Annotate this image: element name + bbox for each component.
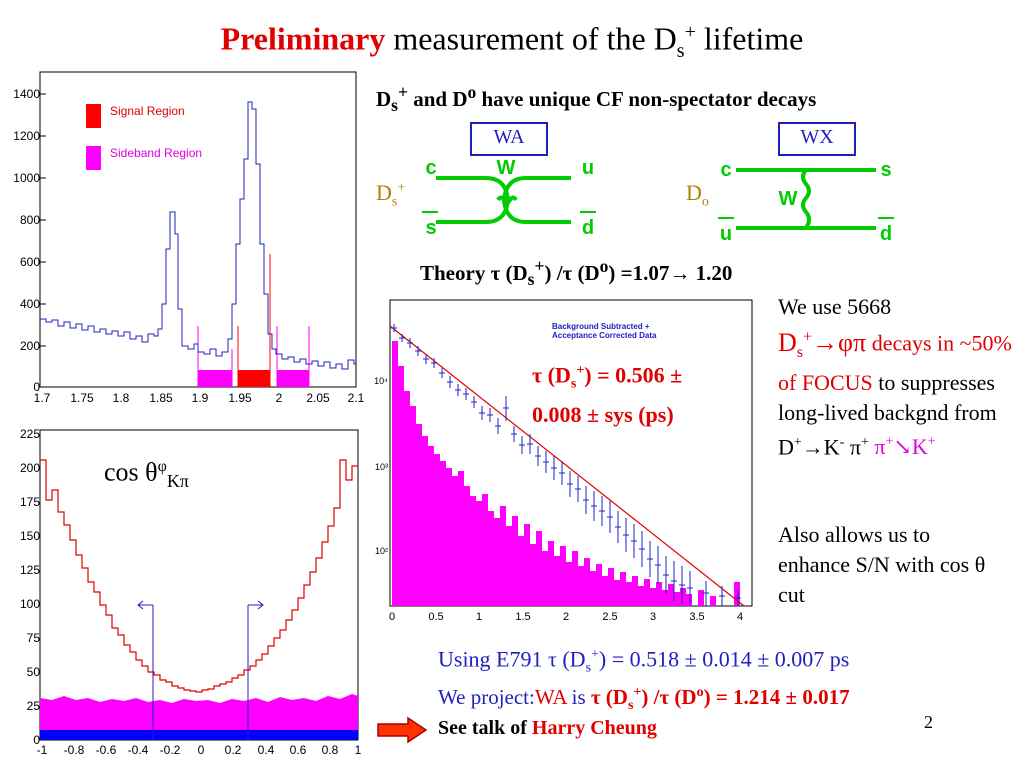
ds-meson-label: Ds+: [376, 180, 406, 210]
svg-text:10²: 10²: [375, 546, 388, 556]
svg-text:1400: 1400: [13, 87, 40, 101]
svg-text:u: u: [582, 157, 594, 179]
lifetime-histogram: 10⁴ 10³ 10² 0 0.5 1 1.5 2 2.5 3 3.5 4: [374, 299, 753, 623]
title-text: measurement of the D: [393, 20, 677, 57]
svg-text:-0.2: -0.2: [160, 743, 181, 757]
svg-text:2.05: 2.05: [306, 391, 330, 405]
speaker-name: Harry Cheung: [531, 717, 657, 739]
svg-text:3: 3: [650, 611, 656, 623]
cos-theta-curve: [40, 459, 358, 693]
svg-text:1: 1: [355, 743, 362, 757]
svg-text:0: 0: [389, 611, 395, 623]
legend-signal-label: Signal Region: [110, 104, 185, 118]
svg-text:200: 200: [20, 339, 40, 353]
svg-text:10⁴: 10⁴: [374, 376, 388, 386]
svg-text:3.5: 3.5: [689, 611, 704, 623]
signal-bar: [238, 370, 270, 387]
svg-text:800: 800: [20, 213, 40, 227]
svg-text:2.5: 2.5: [602, 611, 617, 623]
wx-label-box: WX: [778, 122, 856, 156]
svg-text:W: W: [779, 188, 798, 210]
lifetime-caption: Background Subtracted + Acceptance Corre…: [552, 322, 657, 340]
title-preliminary: Preliminary: [220, 20, 386, 57]
sideband-bar-right: [277, 370, 309, 387]
svg-text:1.7: 1.7: [34, 391, 51, 405]
svg-text:-0.4: -0.4: [128, 743, 149, 757]
svg-text:50: 50: [27, 665, 41, 679]
svg-text:1.5: 1.5: [515, 611, 530, 623]
svg-text:10³: 10³: [375, 462, 388, 472]
svg-text:0.8: 0.8: [322, 743, 339, 757]
svg-text:200: 200: [20, 461, 40, 475]
projection-line: We project:WA is τ (Ds+) /τ (Do) = 1.214…: [438, 685, 850, 714]
slide-title: Preliminary measurement of the Ds+ lifet…: [220, 20, 804, 63]
talk-reference: See talk of Harry Cheung: [438, 717, 657, 739]
svg-text:150: 150: [20, 529, 40, 543]
mass-histogram: 1400 1200 1000 800 600 400 200 0 1.7 1.75 1.8 1…: [13, 71, 365, 405]
svg-text:W: W: [497, 157, 516, 179]
svg-text:s: s: [880, 159, 891, 181]
feynman-diagrams: c s W u d c u W s d: [422, 157, 894, 245]
page-number: 2: [924, 712, 933, 732]
e791-line: Using E791 τ (Ds+) = 0.518 ± 0.014 ± 0.0…: [438, 646, 850, 676]
svg-text:0: 0: [198, 743, 205, 757]
svg-text:c: c: [720, 159, 731, 181]
notes-paragraph-2: Also allows us to enhance S/N with cos θ…: [778, 522, 986, 607]
svg-text:600: 600: [20, 255, 40, 269]
svg-text:175: 175: [20, 495, 40, 509]
svg-text:2: 2: [563, 611, 569, 623]
svg-text:1.75: 1.75: [70, 391, 94, 405]
d0-meson-label: Do: [686, 180, 709, 210]
svg-text:-0.8: -0.8: [64, 743, 85, 757]
svg-text:1200: 1200: [13, 129, 40, 143]
svg-text:1.85: 1.85: [149, 391, 173, 405]
lifetime-result: τ (Ds+) = 0.506 ± 0.008 ± sys (ps): [532, 362, 683, 427]
svg-text:75: 75: [27, 631, 41, 645]
cos-theta-histogram: 225 200 175 150 125 100 75 50 25 0 -1 -0.8 -0.6 -…: [20, 427, 362, 757]
svg-text:c: c: [425, 157, 436, 179]
svg-text:4: 4: [737, 611, 743, 623]
svg-text:-0.6: -0.6: [96, 743, 117, 757]
svg-text:1: 1: [476, 611, 482, 623]
svg-text:u: u: [720, 223, 732, 245]
svg-text:2.1: 2.1: [348, 391, 365, 405]
svg-text:225: 225: [20, 427, 40, 441]
svg-text:0.2: 0.2: [225, 743, 242, 757]
svg-text:s: s: [425, 217, 436, 239]
svg-text:0: 0: [33, 733, 40, 747]
diagram-heading: Ds+ and Do have unique CF non-spectator …: [376, 82, 817, 116]
svg-text:125: 125: [20, 563, 40, 577]
sideband-bar-left: [198, 370, 232, 387]
svg-text:2: 2: [276, 391, 283, 405]
svg-text:1.95: 1.95: [228, 391, 252, 405]
fit-line: [389, 325, 745, 607]
cos-theta-label: cos θφKπ: [104, 457, 189, 491]
svg-text:d: d: [880, 223, 892, 245]
svg-text:0.6: 0.6: [290, 743, 307, 757]
svg-text:100: 100: [20, 597, 40, 611]
svg-text:0: 0: [33, 380, 40, 394]
svg-text:0.5: 0.5: [428, 611, 443, 623]
wa-label-box: WA: [470, 122, 548, 156]
legend-signal-swatch: [86, 104, 101, 128]
svg-text:d: d: [582, 217, 594, 239]
svg-text:25: 25: [27, 699, 41, 713]
svg-text:1.9: 1.9: [192, 391, 209, 405]
arrow-icon: [377, 716, 428, 744]
mass-histogram-line: [40, 101, 356, 370]
legend-sideband-swatch: [86, 146, 101, 170]
notes-paragraph-1: We use 5668 Ds+→φπ decays in ~50% of FOC…: [778, 294, 1012, 460]
legend-sideband-label: Sideband Region: [110, 146, 203, 160]
theory-line: Theory τ (Ds+) /τ (Do) =1.07→ 1.20: [420, 256, 733, 290]
svg-text:1.8: 1.8: [113, 391, 130, 405]
svg-text:400: 400: [20, 297, 40, 311]
svg-text:-1: -1: [37, 743, 48, 757]
svg-text:1000: 1000: [13, 171, 40, 185]
svg-text:0.4: 0.4: [258, 743, 275, 757]
